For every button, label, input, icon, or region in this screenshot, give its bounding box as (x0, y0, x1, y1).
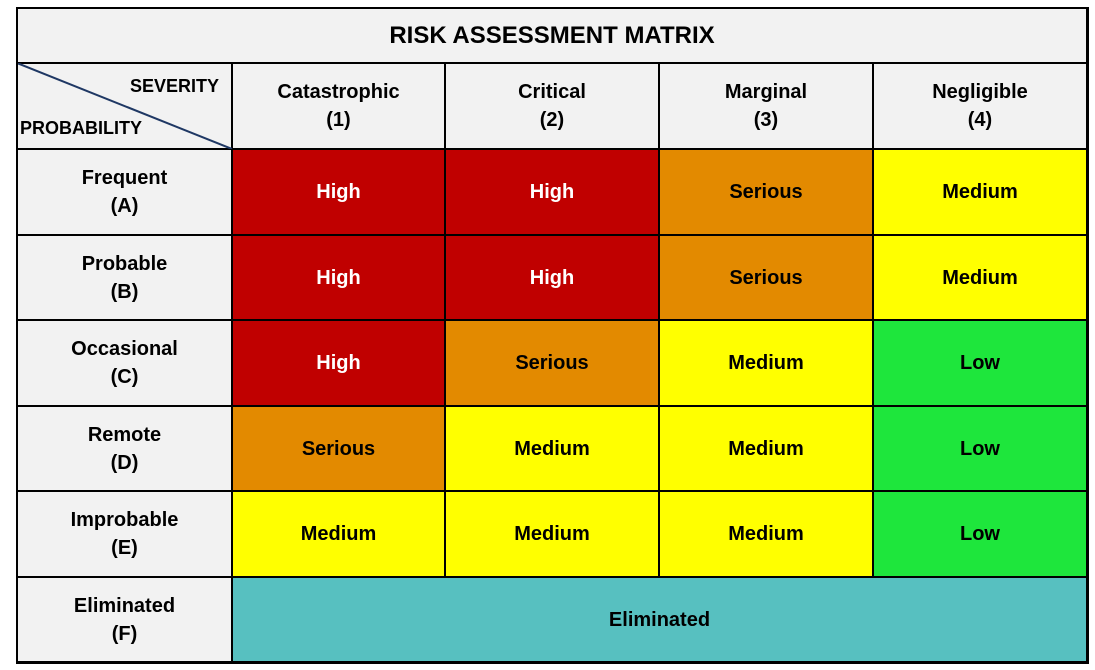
risk-cell: High (232, 149, 445, 235)
corner-diagonal (16, 62, 232, 149)
row-name: Probable (81, 252, 168, 275)
column-header: Negligible (4) (873, 63, 1087, 149)
risk-label: Medium (514, 523, 590, 545)
title-text: RISK ASSESSMENT MATRIX (389, 21, 715, 49)
risk-cell: High (445, 149, 659, 235)
risk-label: Low (960, 523, 1000, 545)
row-header: Eliminated (F) (17, 577, 232, 662)
risk-cell: High (232, 235, 445, 320)
risk-label: Eliminated (608, 608, 711, 631)
risk-label: Medium (942, 266, 1018, 289)
row-name: Occasional (71, 338, 178, 360)
risk-cell: Low (873, 320, 1087, 406)
risk-label: Medium (942, 181, 1018, 203)
risk-label: Low (960, 352, 1000, 374)
risk-cell: High (445, 235, 659, 320)
risk-label: High (529, 181, 575, 203)
row-header: Frequent (A) (17, 149, 232, 235)
risk-cell: Medium (659, 406, 873, 491)
risk-label: High (316, 352, 361, 374)
row-code: (E) (111, 537, 138, 559)
eliminated-cell: Eliminated (232, 577, 1087, 662)
risk-label: Medium (300, 523, 377, 545)
row-name: Eliminated (73, 594, 176, 617)
risk-label: High (316, 266, 361, 289)
risk-cell: Medium (873, 235, 1087, 320)
risk-cell: Medium (659, 491, 873, 577)
risk-cell: Serious (445, 320, 659, 406)
column-name: Marginal (724, 81, 808, 103)
column-header: Critical (2) (445, 63, 659, 149)
probability-label: PROBABILITY (20, 118, 143, 138)
risk-label: High (316, 181, 361, 203)
risk-cell: Serious (659, 149, 873, 235)
risk-cell: Low (873, 491, 1087, 577)
column-name: Negligible (932, 81, 1028, 103)
risk-label: Medium (728, 437, 804, 460)
matrix-title: RISK ASSESSMENT MATRIX (17, 8, 1087, 63)
column-code: (2) (539, 109, 565, 131)
row-name: Improbable (70, 509, 179, 531)
risk-label: Serious (301, 437, 376, 460)
severity-label: SEVERITY (129, 76, 219, 96)
row-header: Remote (D) (17, 406, 232, 491)
corner-cell: SEVERITY PROBABILITY (16, 62, 232, 149)
row-code: (C) (110, 366, 139, 388)
risk-label: Medium (514, 437, 590, 460)
risk-label: Medium (728, 523, 804, 545)
row-code: (A) (110, 195, 139, 217)
risk-cell: Medium (445, 406, 659, 491)
risk-label: Low (960, 437, 1000, 460)
row-code: (D) (110, 451, 139, 474)
diagonal-line (16, 62, 232, 149)
risk-label: Serious (515, 352, 589, 374)
column-name: Catastrophic (277, 81, 400, 103)
risk-cell: Low (873, 406, 1087, 491)
risk-cell: Medium (659, 320, 873, 406)
row-code: (B) (110, 280, 139, 303)
risk-cell: Serious (659, 235, 873, 320)
row-name: Frequent (81, 167, 168, 189)
risk-label: Serious (729, 181, 803, 203)
risk-label: High (529, 266, 575, 289)
column-code: (1) (326, 109, 351, 131)
risk-cell: Medium (232, 491, 445, 577)
row-header: Improbable (E) (17, 491, 232, 577)
row-header: Occasional (C) (17, 320, 232, 406)
risk-label: Serious (729, 266, 803, 289)
row-name: Remote (87, 423, 162, 446)
row-header: Probable (B) (17, 235, 232, 320)
risk-cell: Serious (232, 406, 445, 491)
row-code: (F) (111, 622, 138, 645)
column-name: Critical (518, 81, 586, 103)
column-header: Catastrophic (1) (232, 63, 445, 149)
risk-label: Medium (728, 352, 804, 374)
risk-cell: Medium (445, 491, 659, 577)
risk-cell: High (232, 320, 445, 406)
column-code: (4) (967, 109, 993, 131)
risk-cell: Medium (873, 149, 1087, 235)
column-header: Marginal (3) (659, 63, 873, 149)
column-code: (3) (753, 109, 779, 131)
